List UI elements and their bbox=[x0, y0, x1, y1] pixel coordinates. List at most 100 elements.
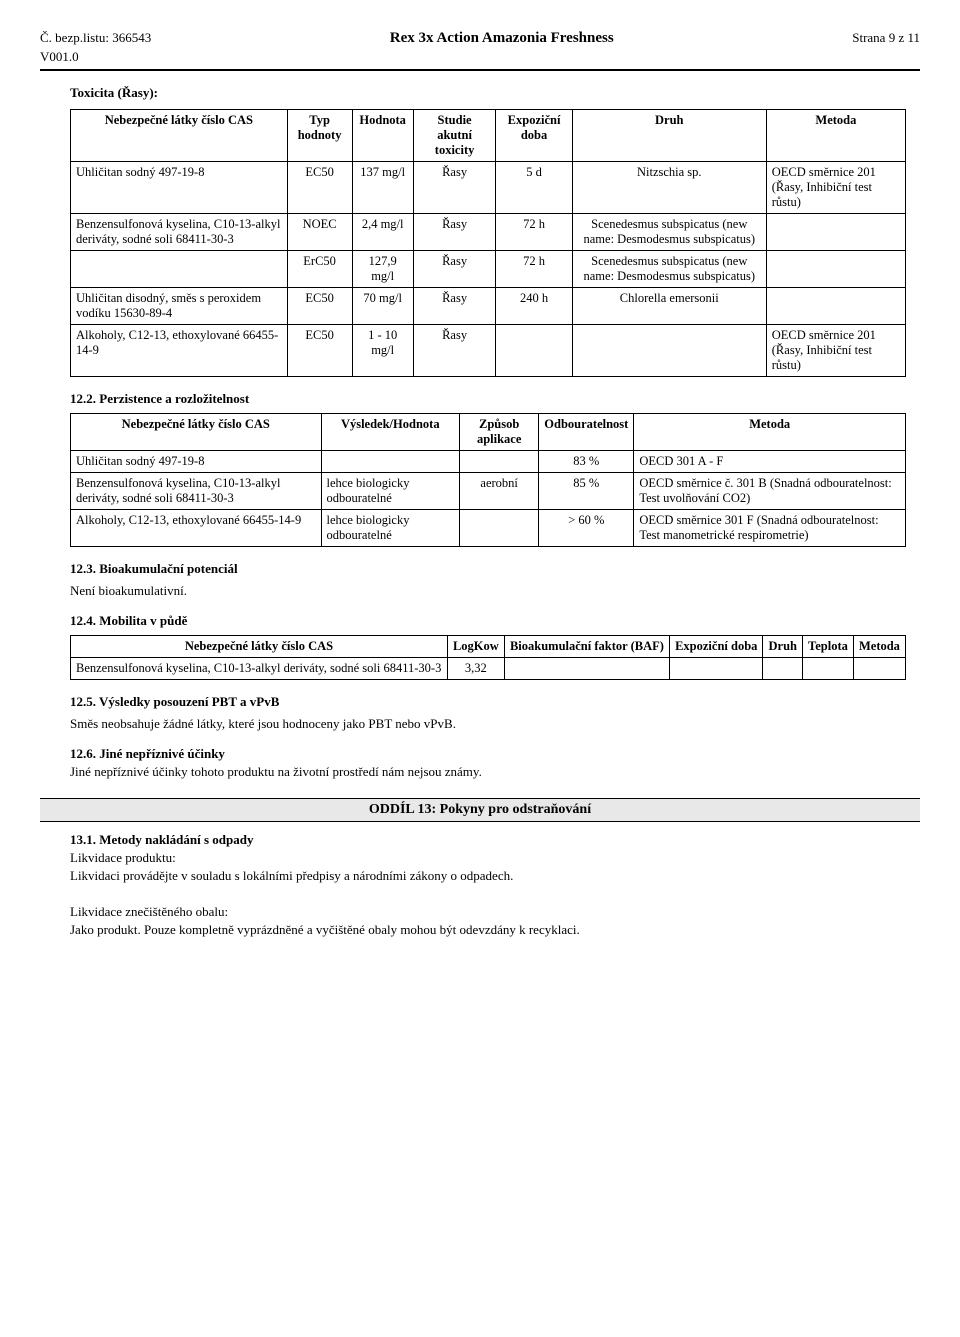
table-toxicity: Nebezpečné látky číslo CAS Typ hodnoty H… bbox=[70, 109, 906, 377]
table-cell: Uhličitan sodný 497-19-8 bbox=[71, 451, 322, 473]
table-row: Benzensulfonová kyselina, C10-13-alkyl d… bbox=[71, 658, 906, 680]
table-cell bbox=[766, 251, 905, 288]
table-cell: lehce biologicky odbouratelné bbox=[321, 510, 460, 547]
text-12-3: Není bioakumulativní. bbox=[70, 583, 920, 599]
table-cell: EC50 bbox=[287, 325, 352, 377]
table-cell: 83 % bbox=[539, 451, 634, 473]
th: Studie akutní toxicity bbox=[413, 110, 496, 162]
table-cell: Scenedesmus subspicatus (new name: Desmo… bbox=[572, 251, 766, 288]
table-row: Uhličitan sodný 497-19-8EC50137 mg/lŘasy… bbox=[71, 162, 906, 214]
table-row: Alkoholy, C12-13, ethoxylované 66455-14-… bbox=[71, 510, 906, 547]
table-cell: Řasy bbox=[413, 325, 496, 377]
table-cell: Alkoholy, C12-13, ethoxylované 66455-14-… bbox=[71, 510, 322, 547]
table-row: Benzensulfonová kyselina, C10-13-alkyl d… bbox=[71, 214, 906, 251]
table-cell: 72 h bbox=[496, 251, 572, 288]
table-cell: Uhličitan sodný 497-19-8 bbox=[71, 162, 288, 214]
table-cell bbox=[766, 214, 905, 251]
table-cell: 1 - 10 mg/l bbox=[352, 325, 413, 377]
th: Nebezpečné látky číslo CAS bbox=[71, 110, 288, 162]
th: Výsledek/Hodnota bbox=[321, 414, 460, 451]
header-left-1: Č. bezp.listu: 366543 bbox=[40, 30, 151, 47]
table-cell: OECD 301 A - F bbox=[634, 451, 906, 473]
table-cell: OECD směrnice 301 F (Snadná odbouratelno… bbox=[634, 510, 906, 547]
table-cell: Benzensulfonová kyselina, C10-13-alkyl d… bbox=[71, 214, 288, 251]
header-rule bbox=[40, 69, 920, 71]
table-cell: Řasy bbox=[413, 288, 496, 325]
table-cell bbox=[496, 325, 572, 377]
table-cell: 127,9 mg/l bbox=[352, 251, 413, 288]
header-left-2: V001.0 bbox=[40, 49, 920, 65]
table-cell: Chlorella emersonii bbox=[572, 288, 766, 325]
table-cell: EC50 bbox=[287, 288, 352, 325]
section-toxicity-title: Toxicita (Řasy): bbox=[70, 85, 920, 101]
text-12-5: Směs neobsahuje žádné látky, které jsou … bbox=[70, 716, 920, 732]
text-13-1a: Likvidaci provádějte v souladu s lokální… bbox=[70, 868, 920, 884]
th: Metoda bbox=[853, 636, 905, 658]
section-12-5: 12.5. Výsledky posouzení PBT a vPvB bbox=[70, 694, 920, 710]
table-cell: 72 h bbox=[496, 214, 572, 251]
th: Metoda bbox=[634, 414, 906, 451]
table-cell bbox=[853, 658, 905, 680]
table-cell: Řasy bbox=[413, 162, 496, 214]
th: Typ hodnoty bbox=[287, 110, 352, 162]
section-13-heading: ODDÍL 13: Pokyny pro odstraňování bbox=[40, 798, 920, 822]
label-13-1a: Likvidace produktu: bbox=[70, 850, 920, 866]
th: Druh bbox=[572, 110, 766, 162]
th: Odbouratelnost bbox=[539, 414, 634, 451]
table-cell: Benzensulfonová kyselina, C10-13-alkyl d… bbox=[71, 658, 448, 680]
table-header-row: Nebezpečné látky číslo CAS Výsledek/Hodn… bbox=[71, 414, 906, 451]
table-cell bbox=[460, 510, 539, 547]
th: LogKow bbox=[447, 636, 504, 658]
table-cell: aerobní bbox=[460, 473, 539, 510]
section-12-6: 12.6. Jiné nepříznivé účinky bbox=[70, 746, 920, 762]
section-12-3: 12.3. Bioakumulační potenciál bbox=[70, 561, 920, 577]
table-header-row: Nebezpečné látky číslo CAS Typ hodnoty H… bbox=[71, 110, 906, 162]
header-right: Strana 9 z 11 bbox=[852, 30, 920, 47]
th: Druh bbox=[763, 636, 803, 658]
table-cell: 85 % bbox=[539, 473, 634, 510]
table-cell: Uhličitan disodný, směs s peroxidem vodí… bbox=[71, 288, 288, 325]
th: Nebezpečné látky číslo CAS bbox=[71, 414, 322, 451]
th: Teplota bbox=[803, 636, 854, 658]
header-title: Rex 3x Action Amazonia Freshness bbox=[390, 30, 614, 47]
table-cell: 137 mg/l bbox=[352, 162, 413, 214]
table-cell bbox=[572, 325, 766, 377]
table-cell: ErC50 bbox=[287, 251, 352, 288]
table-row: ErC50127,9 mg/lŘasy72 hScenedesmus subsp… bbox=[71, 251, 906, 288]
table-cell bbox=[766, 288, 905, 325]
th: Expoziční doba bbox=[496, 110, 572, 162]
table-cell: NOEC bbox=[287, 214, 352, 251]
table-cell: Řasy bbox=[413, 251, 496, 288]
table-row: Uhličitan disodný, směs s peroxidem vodí… bbox=[71, 288, 906, 325]
table-body: Uhličitan sodný 497-19-8 83 %OECD 301 A -… bbox=[71, 451, 906, 547]
table-cell bbox=[504, 658, 669, 680]
table-cell: Řasy bbox=[413, 214, 496, 251]
th: Hodnota bbox=[352, 110, 413, 162]
page-header: Č. bezp.listu: 366543 Rex 3x Action Amaz… bbox=[40, 30, 920, 47]
table-cell: 5 d bbox=[496, 162, 572, 214]
th: Způsob aplikace bbox=[460, 414, 539, 451]
section-12-4: 12.4. Mobilita v půdě bbox=[70, 613, 920, 629]
table-cell: > 60 % bbox=[539, 510, 634, 547]
table-cell: 2,4 mg/l bbox=[352, 214, 413, 251]
table-persistence: Nebezpečné látky číslo CAS Výsledek/Hodn… bbox=[70, 413, 906, 547]
table-row: Benzensulfonová kyselina, C10-13-alkyl d… bbox=[71, 473, 906, 510]
section-12-2: 12.2. Perzistence a rozložitelnost bbox=[70, 391, 920, 407]
table-cell: 3,32 bbox=[447, 658, 504, 680]
table-body: Uhličitan sodný 497-19-8EC50137 mg/lŘasy… bbox=[71, 162, 906, 377]
table-cell: OECD směrnice č. 301 B (Snadná odbourate… bbox=[634, 473, 906, 510]
table-cell: OECD směrnice 201 (Řasy, Inhibiční test … bbox=[766, 162, 905, 214]
table-cell bbox=[71, 251, 288, 288]
table-row: Uhličitan sodný 497-19-8 83 %OECD 301 A -… bbox=[71, 451, 906, 473]
table-cell: Scenedesmus subspicatus (new name: Desmo… bbox=[572, 214, 766, 251]
table-cell: Benzensulfonová kyselina, C10-13-alkyl d… bbox=[71, 473, 322, 510]
th: Nebezpečné látky číslo CAS bbox=[71, 636, 448, 658]
section-13-1: 13.1. Metody nakládání s odpady bbox=[70, 832, 920, 848]
text-13-1b: Jako produkt. Pouze kompletně vyprázdněn… bbox=[70, 922, 920, 938]
text-12-6: Jiné nepříznivé účinky tohoto produktu n… bbox=[70, 764, 920, 780]
table-body: Benzensulfonová kyselina, C10-13-alkyl d… bbox=[71, 658, 906, 680]
label-13-1b: Likvidace znečištěného obalu: bbox=[70, 904, 920, 920]
table-row: Alkoholy, C12-13, ethoxylované 66455-14-… bbox=[71, 325, 906, 377]
table-cell: OECD směrnice 201 (Řasy, Inhibiční test … bbox=[766, 325, 905, 377]
th: Metoda bbox=[766, 110, 905, 162]
